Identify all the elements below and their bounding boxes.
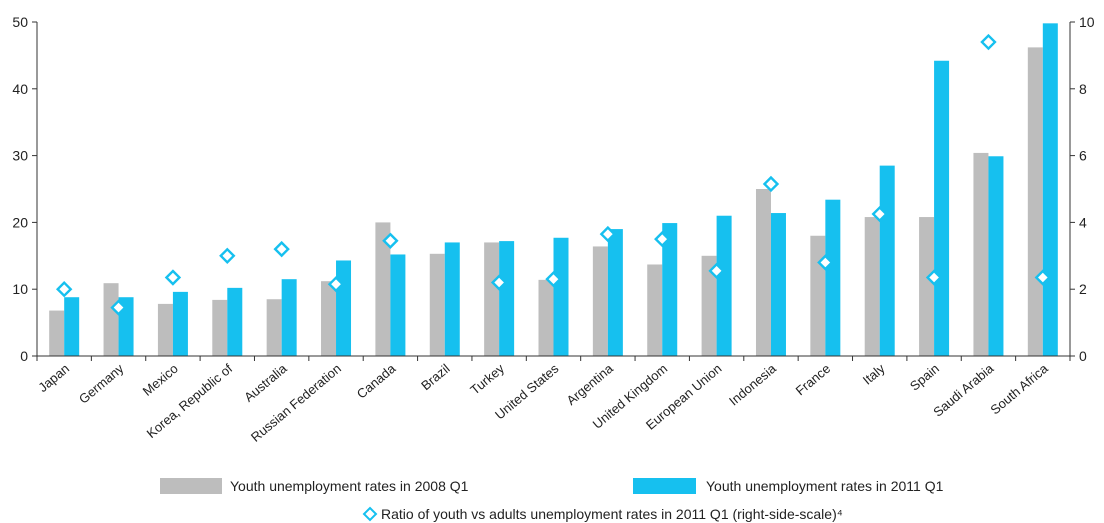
bar-2011-q1 [825,199,841,356]
ratio-marker [871,205,888,223]
legend-swatch-2011 [633,478,696,494]
category-label: South Africa [987,360,1051,417]
category-label: Italy [860,360,888,387]
ratio-marker [654,230,671,248]
ratio-marker [382,232,399,249]
bar-2011-q1 [770,213,786,356]
bar-2011-q1 [716,215,732,356]
bar-2008-q1 [1027,47,1043,356]
bar-2011-q1 [879,165,895,356]
legend-label-2008: Youth unemployment rates in 2008 Q1 [230,478,469,494]
ratio-marker [164,269,182,286]
bar-2008-q1 [321,281,337,356]
y-tick-label: 50 [12,14,28,30]
category-label: Saudi Arabia [930,360,997,419]
ratio-marker [327,275,345,293]
bar-2008-q1 [647,264,663,356]
ratio-marker [219,247,236,264]
category-label: Russian Federation [248,361,344,445]
bar-2011-q1 [336,260,352,356]
y2-tick-label: 10 [1079,14,1095,30]
y-tick-label: 20 [12,214,28,230]
bar-2008-q1 [157,303,173,356]
ratio-marker [273,240,290,258]
bar-2008-q1 [538,279,554,356]
y2-tick-label: 8 [1079,81,1087,97]
category-label: Germany [76,360,127,406]
category-label: Turkey [467,360,507,397]
y-tick-label: 40 [12,81,28,97]
bar-2011-q1 [390,254,406,356]
category-label: Argentina [564,360,617,408]
ratio-marker [925,269,943,286]
legend-label-2011: Youth unemployment rates in 2011 Q1 [706,478,944,494]
ratio-marker [599,225,617,243]
category-label: France [793,361,834,399]
bar-2008-q1 [592,246,608,356]
bar-2008-q1 [212,299,228,356]
bar-2011-q1 [172,291,188,356]
bar-2011-q1 [988,156,1004,356]
bar-2011-q1 [553,237,569,356]
bar-2011-q1 [1042,23,1058,357]
ratio-marker [708,262,725,280]
bar-2008-q1 [429,253,445,356]
bar-2008-q1 [49,310,65,356]
y2-tick-label: 2 [1079,281,1087,297]
bar-2011-q1 [662,223,678,356]
ratio-marker [55,281,73,298]
bar-2008-q1 [973,152,989,356]
ratio-marker [1034,269,1052,286]
category-label: Australia [241,360,290,404]
bar-2011-q1 [499,241,515,356]
ratio-marker [980,33,997,51]
ratio-marker [545,270,562,288]
category-label: Canada [354,360,399,401]
legend-label-ratio: Ratio of youth vs adults unemployment ra… [381,506,843,522]
category-label: Mexico [140,361,181,399]
category-label: Spain [907,361,942,394]
y-tick-label: 10 [12,281,28,297]
legend-marker-ratio [362,506,378,522]
category-label: Japan [35,361,72,395]
ratio-marker [762,175,780,193]
y2-tick-label: 4 [1079,214,1087,230]
bar-2011-q1 [444,242,460,356]
y2-tick-label: 6 [1079,148,1087,164]
ratio-marker [817,254,834,271]
bar-2008-q1 [266,299,282,356]
y-tick-label: 30 [12,148,28,164]
bar-2008-q1 [701,255,717,356]
bar-2008-q1 [484,242,500,356]
category-label: Brazil [418,361,453,393]
ratio-marker [110,299,127,316]
bar-2011-q1 [607,229,623,356]
bar-2011-q1 [227,287,243,356]
bar-2008-q1 [103,283,119,356]
bar-2008-q1 [810,235,826,356]
y-tick-label: 0 [20,348,28,364]
bar-2011-q1 [934,60,950,357]
y2-tick-label: 0 [1079,348,1087,364]
bar-2008-q1 [919,217,935,356]
ratio-marker [490,274,508,291]
bar-2008-q1 [375,222,391,356]
legend-swatch-2008 [160,478,222,494]
bar-2008-q1 [755,189,771,356]
category-label: Indonesia [726,360,779,408]
bar-2008-q1 [864,217,880,356]
bar-2011-q1 [64,297,80,356]
bar-2011-q1 [281,279,297,356]
